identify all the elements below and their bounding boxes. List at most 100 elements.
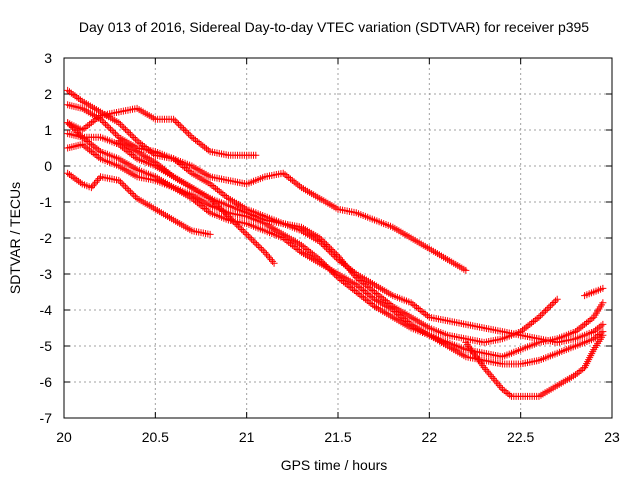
data-point — [332, 254, 340, 262]
data-point — [214, 203, 222, 211]
data-point — [361, 281, 369, 289]
data-point — [113, 132, 121, 140]
data-point — [297, 241, 305, 249]
data-point — [111, 130, 119, 138]
data-point — [67, 89, 75, 97]
y-tick-label: -7 — [40, 410, 53, 426]
data-point — [317, 239, 325, 247]
data-point — [543, 305, 551, 313]
data-point — [121, 125, 129, 133]
data-point — [73, 93, 81, 101]
data-point — [116, 120, 124, 128]
data-point — [108, 127, 116, 135]
data-point — [77, 132, 85, 140]
data-point — [343, 263, 351, 271]
data-point — [363, 282, 371, 290]
data-point — [92, 178, 100, 186]
data-point — [122, 146, 130, 154]
data-point — [67, 172, 75, 180]
data-point — [188, 194, 196, 202]
data-point — [270, 259, 278, 267]
data-point — [173, 158, 181, 166]
data-point — [65, 171, 73, 179]
data-point — [492, 378, 500, 386]
y-tick-label: -6 — [40, 374, 53, 390]
series-track-2 — [64, 86, 470, 274]
data-point — [176, 122, 184, 130]
data-point — [409, 300, 417, 308]
data-point — [246, 234, 254, 242]
data-point — [80, 142, 88, 150]
data-point — [218, 206, 226, 214]
data-point — [324, 246, 332, 254]
data-point — [486, 371, 494, 379]
data-point — [573, 326, 581, 334]
data-point — [91, 150, 99, 158]
data-point — [195, 200, 203, 208]
data-point — [287, 175, 295, 183]
data-point — [131, 153, 139, 161]
data-point — [126, 130, 134, 138]
data-point — [213, 201, 221, 209]
data-point — [413, 303, 421, 311]
data-point — [86, 120, 94, 128]
data-point — [89, 182, 97, 190]
series-track-10 — [581, 284, 607, 300]
data-point — [376, 292, 384, 300]
data-point — [396, 312, 404, 320]
data-point — [75, 95, 83, 102]
data-point — [256, 243, 264, 251]
data-point — [71, 92, 79, 100]
data-point — [164, 168, 172, 176]
data-point — [502, 388, 510, 396]
data-point — [95, 175, 103, 183]
data-point — [259, 247, 267, 255]
data-point — [75, 130, 83, 138]
data-point — [89, 142, 97, 150]
y-tick-label: -3 — [40, 266, 53, 282]
data-point — [391, 307, 399, 315]
data-point — [533, 315, 541, 323]
data-point — [538, 310, 546, 318]
data-point — [334, 256, 342, 264]
data-point — [305, 247, 313, 255]
x-tick-label: 20.5 — [142, 429, 169, 445]
data-point — [76, 96, 84, 104]
data-point — [301, 244, 309, 252]
data-point — [303, 246, 311, 254]
data-point — [573, 369, 581, 377]
y-tick-label: -4 — [40, 302, 53, 318]
y-tick-label: -1 — [40, 194, 53, 210]
data-point — [124, 148, 132, 156]
data-point — [500, 387, 508, 395]
data-point — [345, 282, 353, 290]
data-point — [290, 178, 298, 186]
x-axis-label: GPS time / hours — [281, 457, 388, 473]
y-tick-label: 2 — [44, 86, 52, 102]
y-tick-label: -2 — [40, 230, 53, 246]
data-point — [234, 222, 242, 230]
data-point — [365, 298, 373, 306]
series-track-7 — [64, 169, 214, 238]
data-point — [292, 179, 300, 187]
data-point — [206, 194, 214, 202]
data-point — [296, 247, 304, 255]
data-point — [120, 124, 128, 132]
data-point — [398, 313, 406, 321]
data-point — [372, 289, 380, 297]
data-point — [599, 284, 607, 292]
data-point — [82, 143, 90, 151]
data-point — [369, 301, 377, 309]
data-point — [480, 364, 488, 372]
data-point — [586, 316, 594, 324]
data-point — [261, 248, 269, 256]
data-point — [365, 284, 373, 292]
data-point — [65, 88, 73, 96]
data-point — [319, 241, 327, 249]
data-point — [294, 246, 302, 254]
series-track-6 — [64, 119, 607, 368]
data-point — [535, 313, 543, 321]
data-point — [69, 90, 77, 98]
data-point — [76, 179, 84, 187]
data-point — [86, 146, 94, 154]
